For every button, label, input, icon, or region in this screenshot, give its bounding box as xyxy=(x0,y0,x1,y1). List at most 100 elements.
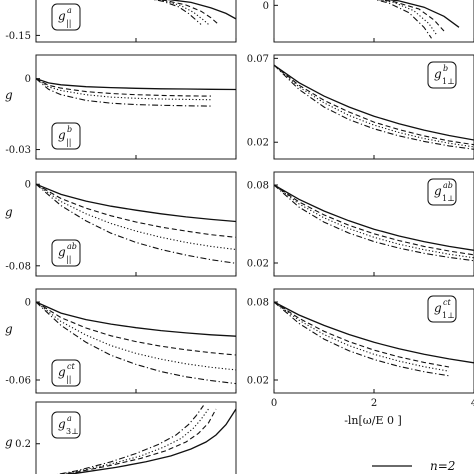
series-line-solid xyxy=(65,408,236,474)
series-line-dashed xyxy=(36,183,236,238)
y-axis-title: g xyxy=(5,435,13,449)
series-line-dashed xyxy=(157,0,219,25)
series-group xyxy=(274,184,474,262)
series-line-dashed xyxy=(378,0,445,32)
annotation-box xyxy=(427,61,457,89)
series-line-solid xyxy=(274,184,474,251)
y-tick-label: 0 xyxy=(263,1,269,12)
series-line-dotted xyxy=(155,0,209,25)
series-line-dotted xyxy=(274,301,450,372)
annotation-superscript: ab xyxy=(67,242,77,251)
y-axis-title: g xyxy=(5,205,13,219)
annotation-box xyxy=(427,295,457,323)
annotation-box xyxy=(51,239,81,267)
annotation-subscript: || xyxy=(66,19,71,28)
series-line-dotted xyxy=(274,184,474,259)
series-line-dashed xyxy=(36,78,212,97)
series-line-dashed xyxy=(274,184,474,256)
series-line-dashdot xyxy=(36,78,212,107)
series-group xyxy=(274,64,474,150)
series-line-dashdot xyxy=(153,0,202,25)
y-tick-label: 0.07 xyxy=(247,54,269,65)
series-line-dashdot xyxy=(56,405,204,474)
annotation-symbol: g xyxy=(58,9,66,23)
y-tick-label: 0.02 xyxy=(247,138,269,149)
annotation-symbol: g xyxy=(434,67,442,81)
annotation-symbol: g xyxy=(58,128,66,142)
panel-g-perp1-ab: 0.08 0.02 g ab 1⊥ xyxy=(247,171,474,277)
panel-g-par-a: -0.15 g a || xyxy=(5,0,237,43)
series-group xyxy=(36,301,236,385)
panel-g-perp1-a: 0 xyxy=(263,0,474,43)
x-tick-label: 2 xyxy=(371,398,377,409)
annotation-symbol: g xyxy=(434,301,442,315)
annotation-subscript: 1⊥ xyxy=(442,77,455,86)
annotation-superscript: ct xyxy=(443,298,451,307)
annotation-box xyxy=(51,122,81,150)
y-tick-label: 0 xyxy=(25,180,31,191)
panel-annotation: g ct || xyxy=(51,359,81,387)
series-line-dashdot xyxy=(274,184,474,262)
panel-annotation: g ab 1⊥ xyxy=(427,178,457,206)
series-group xyxy=(56,405,236,474)
series-line-solid xyxy=(36,77,236,91)
y-tick-label: -0.06 xyxy=(5,376,31,387)
panel-g-perp1-b: 0.07 0.02 g b 1⊥ xyxy=(247,54,474,160)
annotation-superscript: ab xyxy=(443,181,453,190)
panel-annotation: g ab || xyxy=(51,239,81,267)
annotation-subscript: 1⊥ xyxy=(442,311,455,320)
panel-annotation: g b || xyxy=(51,122,81,150)
x-axis-title: -ln[ω/E 0 ] xyxy=(344,414,402,427)
y-tick-label: 0.08 xyxy=(247,181,269,192)
x-tick-label: 0 xyxy=(271,398,277,409)
series-group xyxy=(36,183,236,264)
series-line-dashed xyxy=(61,408,217,474)
annotation-symbol: g xyxy=(434,184,442,198)
series-line-solid xyxy=(36,301,236,337)
annotation-superscript: a xyxy=(67,6,72,15)
annotation-box xyxy=(51,411,81,439)
annotation-superscript: a xyxy=(67,414,72,423)
series-group xyxy=(274,301,474,377)
annotation-subscript: || xyxy=(66,375,71,384)
series-line-solid xyxy=(274,64,474,141)
series-group xyxy=(36,77,236,107)
panel-annotation: g ct 1⊥ xyxy=(427,295,457,323)
y-tick-label: 0.02 xyxy=(247,259,269,270)
annotation-symbol: g xyxy=(58,365,66,379)
panel-annotation: g a 3⊥ xyxy=(51,411,81,439)
series-line-solid xyxy=(274,301,474,364)
series-line-solid xyxy=(36,183,236,223)
y-axis-title: g xyxy=(5,88,13,102)
series-line-dotted xyxy=(377,0,437,36)
series-line-solid xyxy=(385,0,460,28)
panel-g-perp3-a: 0.20.1gga3⊥ xyxy=(5,401,237,474)
series-line-solid xyxy=(165,0,236,20)
y-tick-label: 0.2 xyxy=(15,439,31,450)
annotation-box xyxy=(51,3,81,31)
series-line-dashed xyxy=(274,301,450,368)
series-line-dashed xyxy=(36,301,236,356)
series-line-dashdot xyxy=(274,64,474,150)
x-tick-label: 4 xyxy=(471,398,474,409)
panel-annotation: g a || xyxy=(51,3,81,31)
series-line-dotted xyxy=(36,78,212,101)
panel-frame xyxy=(35,401,237,474)
panel-frame xyxy=(273,0,474,43)
annotation-symbol: g xyxy=(58,245,66,259)
series-line-dashdot xyxy=(36,301,236,385)
annotation-box xyxy=(51,359,81,387)
y-tick-label: 0 xyxy=(25,74,31,85)
series-line-dashdot xyxy=(274,301,450,377)
annotation-subscript: || xyxy=(66,255,71,264)
annotation-symbol: g xyxy=(58,417,66,431)
annotation-subscript: 1⊥ xyxy=(442,194,455,203)
y-tick-label: 0.02 xyxy=(247,376,269,387)
x-axis-title-group: -ln[ω/E 0 ] xyxy=(344,414,402,427)
series-group xyxy=(374,0,460,39)
legend: n=2 xyxy=(372,459,455,473)
series-line-dashed xyxy=(274,64,474,146)
